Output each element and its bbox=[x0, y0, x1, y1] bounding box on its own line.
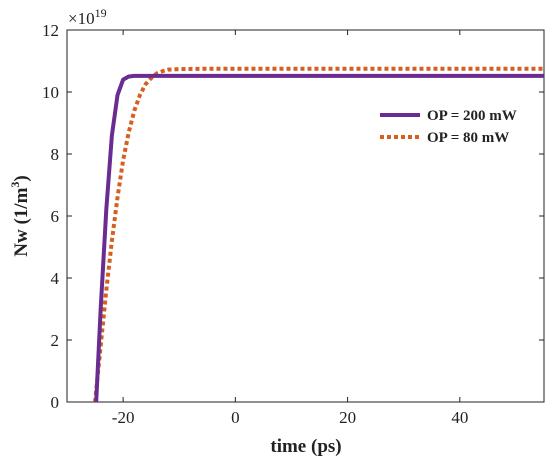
y-tick-label: 4 bbox=[51, 269, 60, 288]
x-tick-label: 40 bbox=[451, 408, 468, 427]
y-tick-label: 2 bbox=[51, 331, 60, 350]
series-layer bbox=[93, 66, 544, 402]
y-axis-label: Nw (1/m3) bbox=[8, 175, 32, 256]
y-tick-label: 8 bbox=[51, 145, 60, 164]
legend-label-op-200: OP = 200 mW bbox=[427, 108, 517, 124]
y-tick-label: 10 bbox=[42, 83, 59, 102]
y-tick-label: 12 bbox=[42, 21, 59, 40]
x-tick-label: 20 bbox=[339, 408, 356, 427]
plot-area bbox=[66, 29, 545, 403]
legend: OP = 200 mW OP = 80 mW bbox=[380, 108, 517, 146]
y-multiplier: ×1019 bbox=[68, 6, 107, 28]
series-line-op-80 bbox=[93, 66, 544, 402]
x-tick-label: 0 bbox=[231, 408, 240, 427]
axis-ticks: -20 0 20 40 0 2 4 6 8 10 12 bbox=[42, 21, 544, 427]
series-line-op-200 bbox=[94, 73, 544, 402]
y-tick-label: 0 bbox=[51, 393, 60, 412]
x-tick-label: -20 bbox=[112, 408, 135, 427]
legend-label-op-80: OP = 80 mW bbox=[427, 130, 509, 146]
y-tick-label: 6 bbox=[51, 207, 60, 226]
x-axis-label: time (ps) bbox=[270, 436, 341, 457]
